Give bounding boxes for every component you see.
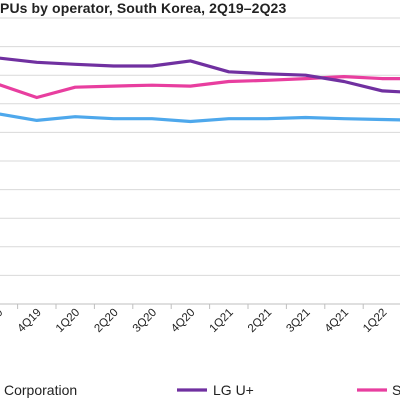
series-lines: [0, 56, 400, 124]
legend: Corporation LG U+ SK: [4, 382, 400, 398]
grid-lines: [0, 17, 400, 276]
legend-label-corporation: Corporation: [4, 382, 77, 398]
x-tick-label: 4Q19: [16, 307, 44, 335]
x-tick-label: 1Q22: [361, 307, 389, 335]
x-tick-label: 3Q21: [284, 307, 312, 335]
x-tick-labels: Q19 4Q19 1Q20 2Q20 3Q20 4Q20 1Q21 2Q21 3Q21 4Q21 1…: [0, 307, 400, 335]
series-line-corporation: [0, 112, 400, 124]
x-tick-label: 4Q20: [169, 307, 197, 335]
x-axis: [0, 303, 400, 309]
series-line-lg-u-: [0, 56, 400, 94]
x-tick-label: 4Q21: [323, 307, 351, 335]
x-tick-label: 1Q21: [208, 307, 236, 335]
legend-label-sk: SK: [392, 382, 400, 398]
x-tick-label: 3Q20: [131, 307, 159, 335]
chart-title: PUs by operator, South Korea, 2Q19–2Q23: [0, 0, 287, 16]
legend-label-lg-u-: LG U+: [213, 382, 254, 398]
x-tick-label: 2Q20: [92, 307, 120, 335]
x-tick-label: Q19: [0, 307, 6, 331]
series-line-sk: [0, 74, 400, 100]
x-tick-label: 1Q20: [54, 307, 82, 335]
x-tick-label: 2Q21: [246, 307, 274, 335]
